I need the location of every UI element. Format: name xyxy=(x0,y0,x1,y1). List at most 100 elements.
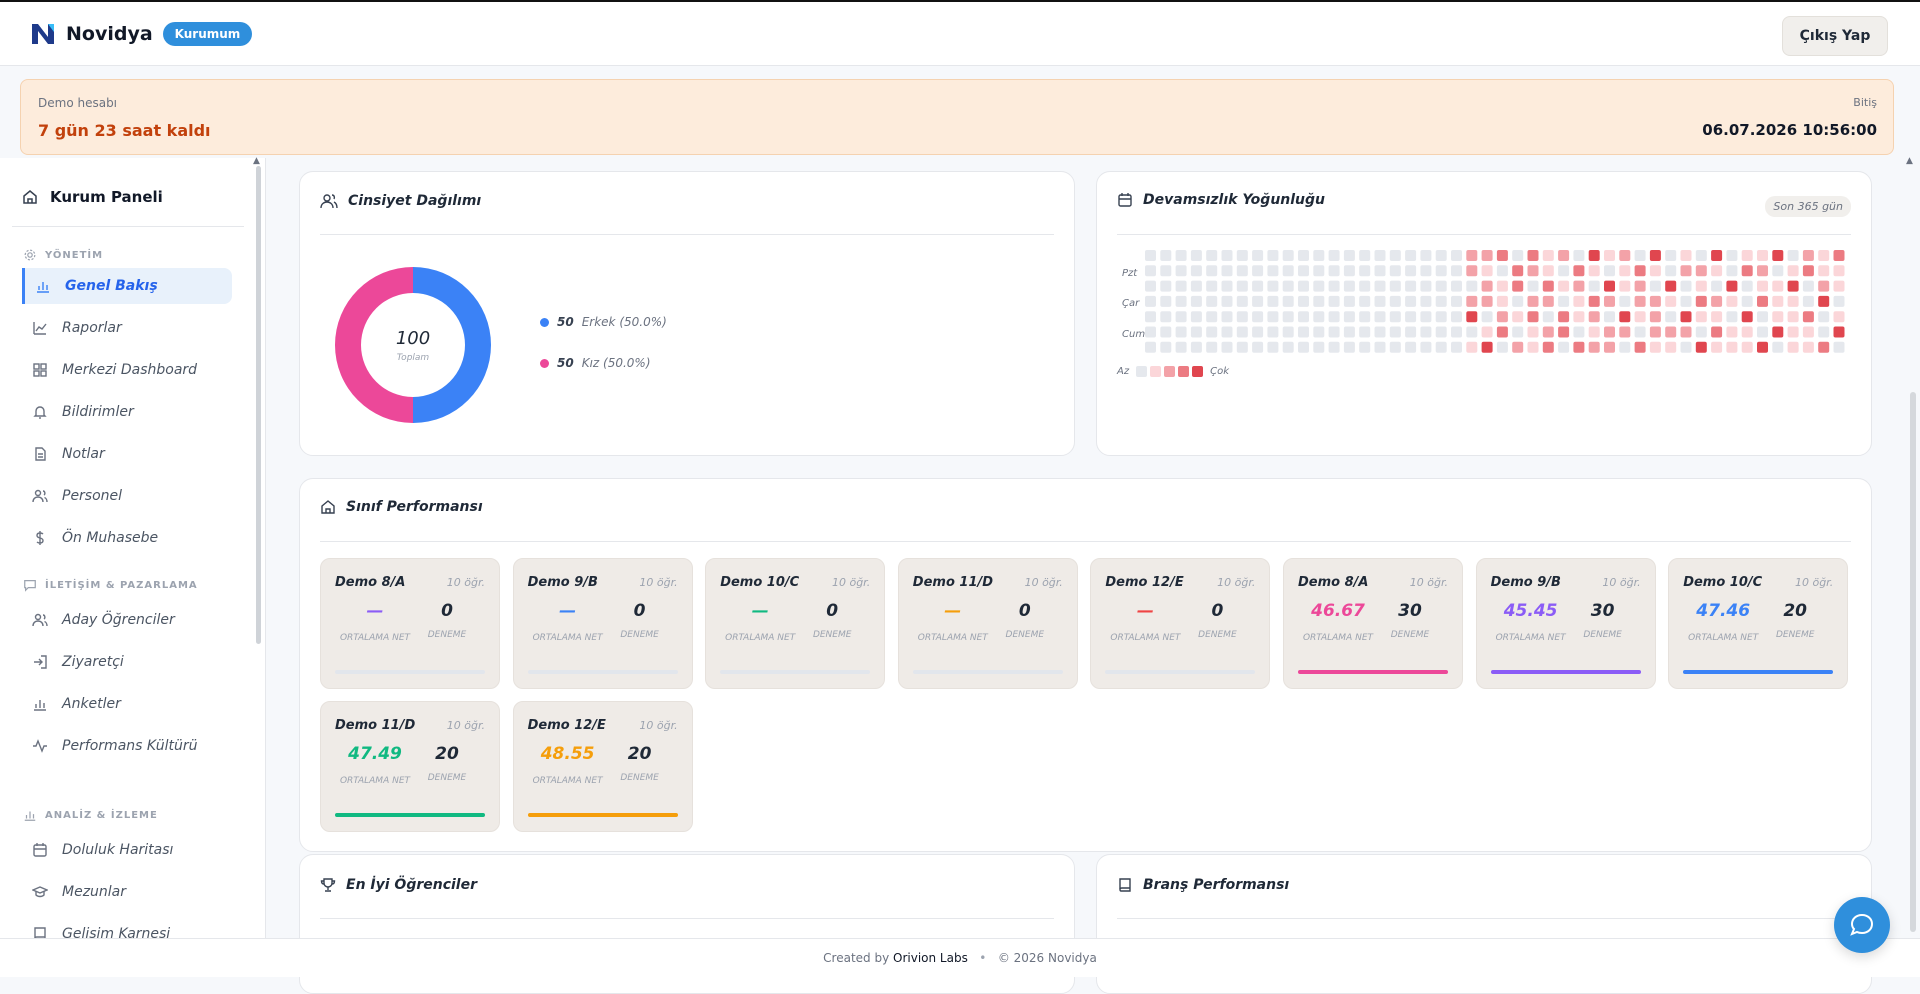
heatmap-cell[interactable] xyxy=(1833,265,1845,277)
heatmap-cell[interactable] xyxy=(1405,326,1417,338)
heatmap-cell[interactable] xyxy=(1160,280,1172,292)
heatmap-cell[interactable] xyxy=(1466,280,1478,292)
heatmap-cell[interactable] xyxy=(1802,295,1814,307)
heatmap-cell[interactable] xyxy=(1665,250,1677,261)
heatmap-cell[interactable] xyxy=(1206,311,1218,323)
heatmap-cell[interactable] xyxy=(1604,311,1615,323)
heatmap-cell[interactable] xyxy=(1772,265,1784,277)
class-card[interactable]: Demo 9/B 10 öğr. — 0 ORTALAMA NET DENEME xyxy=(512,558,693,689)
heatmap-cell[interactable] xyxy=(1374,326,1386,338)
heatmap-cell[interactable] xyxy=(1435,265,1447,277)
heatmap-cell[interactable] xyxy=(1787,250,1799,261)
heatmap-cell[interactable] xyxy=(1145,326,1156,338)
heatmap-cell[interactable] xyxy=(1649,311,1661,323)
sidebar-scroll-up-icon[interactable]: ▲ xyxy=(253,156,260,166)
heatmap-cell[interactable] xyxy=(1512,341,1524,353)
heatmap-cell[interactable] xyxy=(1236,295,1248,307)
sidebar-item-doluluk-haritası[interactable]: Doluluk Haritası xyxy=(22,832,232,868)
heatmap-cell[interactable] xyxy=(1282,265,1294,277)
heatmap-cell[interactable] xyxy=(1757,341,1768,353)
heatmap-cell[interactable] xyxy=(1420,326,1432,338)
heatmap-cell[interactable] xyxy=(1634,326,1646,338)
heatmap-cell[interactable] xyxy=(1527,250,1539,261)
heatmap-cell[interactable] xyxy=(1818,265,1830,277)
heatmap-cell[interactable] xyxy=(1634,280,1646,292)
heatmap-cell[interactable] xyxy=(1298,250,1309,261)
heatmap-cell[interactable] xyxy=(1298,326,1309,338)
heatmap-cell[interactable] xyxy=(1374,295,1386,307)
class-card[interactable]: Demo 10/C 10 öğr. 47.46 20 ORTALAMA NET DENEM… xyxy=(1668,558,1849,689)
heatmap-cell[interactable] xyxy=(1206,295,1218,307)
heatmap-cell[interactable] xyxy=(1374,265,1386,277)
heatmap-cell[interactable] xyxy=(1757,265,1768,277)
heatmap-cell[interactable] xyxy=(1481,311,1493,323)
class-card[interactable]: Demo 9/B 10 öğr. 45.45 30 ORTALAMA NET DENEME xyxy=(1475,558,1656,689)
heatmap-cell[interactable] xyxy=(1741,326,1753,338)
logo[interactable]: Novidya Kurumum xyxy=(30,22,253,46)
heatmap-cell[interactable] xyxy=(1558,311,1570,323)
heatmap-cell[interactable] xyxy=(1512,250,1524,261)
heatmap-cell[interactable] xyxy=(1512,311,1524,323)
heatmap-cell[interactable] xyxy=(1665,341,1677,353)
heatmap-cell[interactable] xyxy=(1573,295,1585,307)
heatmap-cell[interactable] xyxy=(1680,341,1692,353)
heatmap-cell[interactable] xyxy=(1649,295,1661,307)
heatmap-cell[interactable] xyxy=(1481,250,1493,261)
heatmap-cell[interactable] xyxy=(1512,280,1524,292)
heatmap-cell[interactable] xyxy=(1787,295,1799,307)
heatmap-cell[interactable] xyxy=(1267,311,1279,323)
heatmap-cell[interactable] xyxy=(1267,295,1279,307)
heatmap-cell[interactable] xyxy=(1374,250,1386,261)
heatmap-cell[interactable] xyxy=(1527,265,1539,277)
heatmap-cell[interactable] xyxy=(1634,250,1646,261)
heatmap-cell[interactable] xyxy=(1206,326,1218,338)
donut-slice-0[interactable] xyxy=(413,267,491,423)
heatmap-cell[interactable] xyxy=(1190,341,1202,353)
heatmap-cell[interactable] xyxy=(1451,341,1462,353)
heatmap-cell[interactable] xyxy=(1145,280,1156,292)
heatmap-cell[interactable] xyxy=(1512,326,1524,338)
class-card[interactable]: Demo 8/A 10 öğr. 46.67 30 ORTALAMA NET DENEME xyxy=(1283,558,1463,689)
heatmap-cell[interactable] xyxy=(1451,265,1462,277)
heatmap-cell[interactable] xyxy=(1343,265,1355,277)
heatmap-cell[interactable] xyxy=(1573,341,1585,353)
sidebar-item-aday-öğrenciler[interactable]: Aday Öğrenciler xyxy=(22,602,232,638)
heatmap-cell[interactable] xyxy=(1343,295,1355,307)
heatmap-cell[interactable] xyxy=(1389,295,1401,307)
heatmap-cell[interactable] xyxy=(1619,295,1631,307)
heatmap-cell[interactable] xyxy=(1389,311,1401,323)
heatmap-cell[interactable] xyxy=(1695,311,1707,323)
heatmap-cell[interactable] xyxy=(1282,341,1294,353)
class-card[interactable]: Demo 8/A 10 öğr. — 0 ORTALAMA NET DENEME xyxy=(320,558,500,689)
heatmap-cell[interactable] xyxy=(1527,326,1539,338)
heatmap-cell[interactable] xyxy=(1588,341,1600,353)
sidebar-item-genel-bakış[interactable]: Genel Bakış xyxy=(22,268,232,304)
heatmap-cell[interactable] xyxy=(1420,295,1432,307)
heatmap-cell[interactable] xyxy=(1267,265,1279,277)
heatmap-cell[interactable] xyxy=(1802,250,1814,261)
heatmap-cell[interactable] xyxy=(1374,311,1386,323)
heatmap-cell[interactable] xyxy=(1282,311,1294,323)
heatmap-cell[interactable] xyxy=(1711,265,1723,277)
heatmap-cell[interactable] xyxy=(1604,326,1615,338)
heatmap-cell[interactable] xyxy=(1435,295,1447,307)
heatmap-cell[interactable] xyxy=(1496,265,1508,277)
heatmap-cell[interactable] xyxy=(1328,311,1340,323)
heatmap-cell[interactable] xyxy=(1542,326,1554,338)
heatmap-cell[interactable] xyxy=(1206,250,1218,261)
heatmap-cell[interactable] xyxy=(1573,265,1585,277)
heatmap-cell[interactable] xyxy=(1588,311,1600,323)
heatmap-cell[interactable] xyxy=(1175,250,1187,261)
heatmap-cell[interactable] xyxy=(1252,265,1264,277)
heatmap-cell[interactable] xyxy=(1282,295,1294,307)
heatmap-cell[interactable] xyxy=(1818,250,1830,261)
heatmap-cell[interactable] xyxy=(1665,295,1677,307)
heatmap-cell[interactable] xyxy=(1802,280,1814,292)
heatmap-cell[interactable] xyxy=(1236,250,1248,261)
heatmap-cell[interactable] xyxy=(1160,311,1172,323)
sidebar-item-mezunlar[interactable]: Mezunlar xyxy=(22,874,232,910)
heatmap-cell[interactable] xyxy=(1252,341,1264,353)
heatmap-cell[interactable] xyxy=(1206,341,1218,353)
heatmap-cell[interactable] xyxy=(1175,295,1187,307)
heatmap-cell[interactable] xyxy=(1741,250,1753,261)
